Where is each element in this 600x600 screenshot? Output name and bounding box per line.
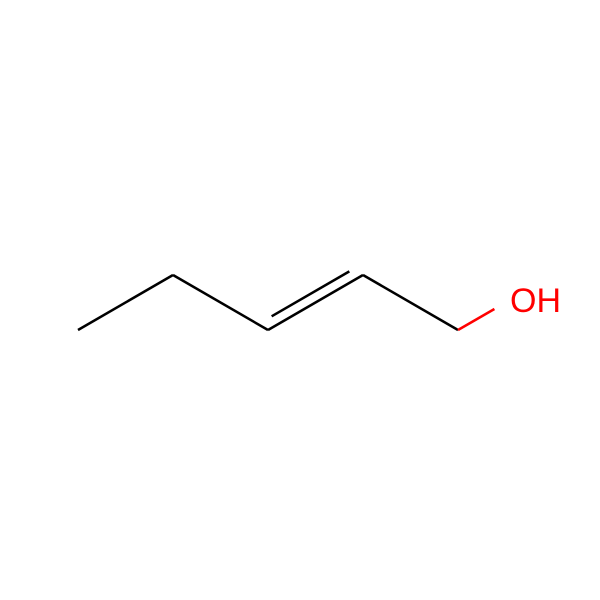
bond-C1-C2 [78, 275, 173, 330]
bond-C4-C5 [363, 275, 458, 330]
bond-C5-O [458, 309, 494, 330]
bond-C2-C3 [173, 275, 268, 330]
molecule-canvas: OH [0, 0, 600, 600]
atom-label-O: OH [510, 282, 561, 320]
bond-C3-C4-1 [268, 275, 363, 330]
bond-C3-C4-2 [272, 271, 350, 316]
